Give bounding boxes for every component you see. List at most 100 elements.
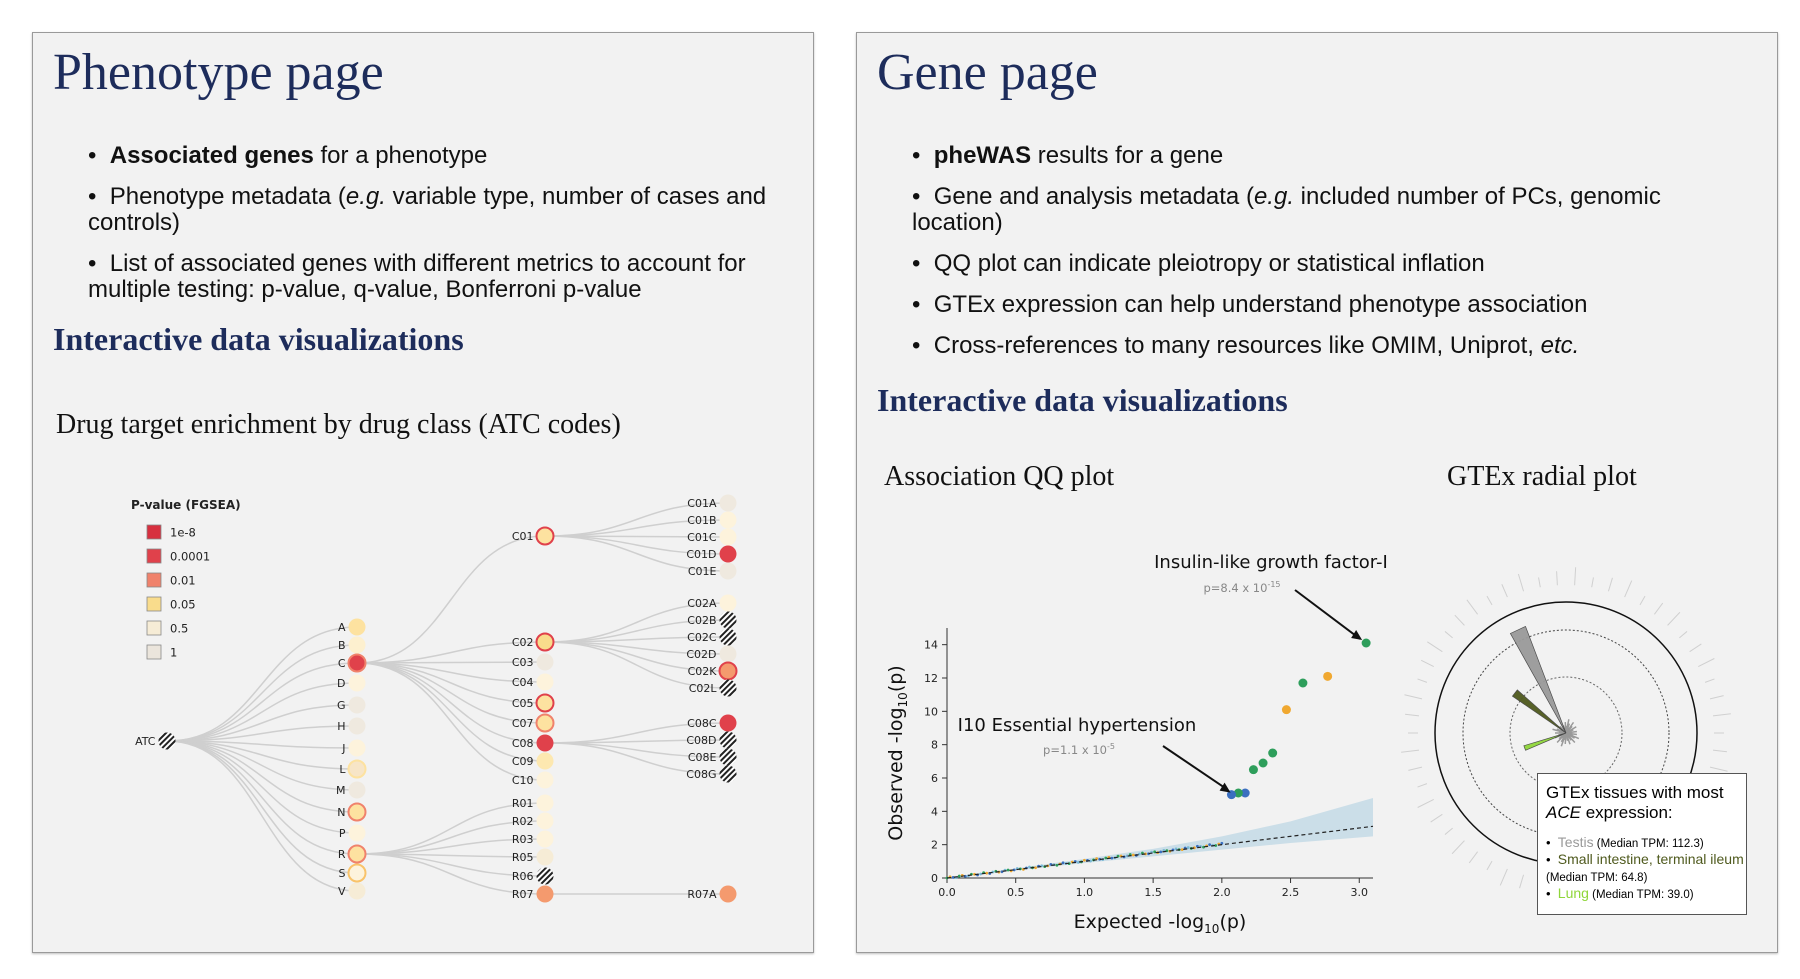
qq-point[interactable] bbox=[1281, 705, 1291, 715]
node-circle[interactable] bbox=[719, 528, 737, 546]
node-C01[interactable]: C01 bbox=[512, 526, 555, 546]
node-C02C[interactable]: C02C bbox=[687, 628, 737, 646]
qq-point[interactable] bbox=[1323, 671, 1333, 681]
node-C01D[interactable]: C01D bbox=[686, 545, 737, 563]
node-circle[interactable] bbox=[348, 882, 366, 900]
node-circle[interactable] bbox=[347, 802, 367, 822]
node-S[interactable]: S bbox=[339, 863, 367, 883]
node-R01[interactable]: R01 bbox=[512, 794, 554, 812]
node-C08G[interactable]: C08G bbox=[686, 765, 737, 783]
node-circle[interactable] bbox=[718, 661, 738, 681]
node-C01C[interactable]: C01C bbox=[687, 528, 737, 546]
qq-point[interactable] bbox=[1248, 765, 1258, 775]
node-C[interactable]: C bbox=[338, 653, 367, 673]
node-circle[interactable] bbox=[719, 511, 737, 529]
node-circle[interactable] bbox=[347, 653, 367, 673]
node-C02D[interactable]: C02D bbox=[686, 645, 737, 663]
node-C05[interactable]: C05 bbox=[512, 693, 555, 713]
node-circle[interactable] bbox=[719, 765, 737, 783]
node-C02K[interactable]: C02K bbox=[688, 661, 738, 681]
node-C10[interactable]: C10 bbox=[512, 771, 554, 789]
node-circle[interactable] bbox=[536, 752, 554, 770]
node-C02L[interactable]: C02L bbox=[689, 679, 737, 697]
node-circle[interactable] bbox=[535, 693, 555, 713]
node-circle[interactable] bbox=[348, 674, 366, 692]
radial-wedge-small-intestine[interactable] bbox=[1511, 689, 1567, 734]
radial-wedge-lung[interactable] bbox=[1523, 732, 1567, 751]
node-circle[interactable] bbox=[719, 885, 737, 903]
node-M[interactable]: M bbox=[336, 781, 366, 799]
node-circle[interactable] bbox=[536, 734, 554, 752]
node-P[interactable]: P bbox=[339, 824, 366, 842]
node-circle[interactable] bbox=[347, 863, 367, 883]
node-circle[interactable] bbox=[348, 781, 366, 799]
qq-point[interactable] bbox=[1361, 638, 1371, 648]
node-circle[interactable] bbox=[347, 759, 367, 779]
node-N[interactable]: N bbox=[337, 802, 367, 822]
node-circle[interactable] bbox=[536, 830, 554, 848]
node-C08E[interactable]: C08E bbox=[688, 748, 737, 766]
node-circle[interactable] bbox=[719, 545, 737, 563]
node-C02[interactable]: C02 bbox=[512, 632, 555, 652]
node-C01E[interactable]: C01E bbox=[688, 562, 737, 580]
node-circle[interactable] bbox=[536, 867, 554, 885]
node-circle[interactable] bbox=[719, 611, 737, 629]
node-V[interactable]: V bbox=[338, 882, 366, 900]
node-C01B[interactable]: C01B bbox=[687, 511, 737, 529]
node-circle[interactable] bbox=[348, 717, 366, 735]
node-H[interactable]: H bbox=[337, 717, 366, 735]
node-C07[interactable]: C07 bbox=[512, 713, 555, 733]
node-circle[interactable] bbox=[719, 714, 737, 732]
node-C02B[interactable]: C02B bbox=[687, 611, 737, 629]
node-circle[interactable] bbox=[719, 679, 737, 697]
node-D[interactable]: D bbox=[337, 674, 366, 692]
node-circle[interactable] bbox=[535, 632, 555, 652]
qq-point[interactable] bbox=[1268, 748, 1278, 758]
node-circle[interactable] bbox=[536, 794, 554, 812]
node-C08D[interactable]: C08D bbox=[686, 731, 737, 749]
node-circle[interactable] bbox=[719, 748, 737, 766]
node-circle[interactable] bbox=[348, 696, 366, 714]
node-circle[interactable] bbox=[536, 771, 554, 789]
node-circle[interactable] bbox=[535, 713, 555, 733]
node-circle[interactable] bbox=[719, 645, 737, 663]
node-C08C[interactable]: C08C bbox=[687, 714, 737, 732]
node-C01A[interactable]: C01A bbox=[687, 494, 737, 512]
node-circle[interactable] bbox=[719, 628, 737, 646]
node-B[interactable]: B bbox=[338, 636, 366, 654]
node-R06[interactable]: R06 bbox=[512, 867, 554, 885]
node-circle[interactable] bbox=[719, 731, 737, 749]
node-C09[interactable]: C09 bbox=[512, 752, 554, 770]
node-circle[interactable] bbox=[158, 732, 176, 750]
node-R07A[interactable]: R07A bbox=[687, 885, 737, 903]
node-circle[interactable] bbox=[719, 562, 737, 580]
node-circle[interactable] bbox=[536, 812, 554, 830]
node-C03[interactable]: C03 bbox=[512, 653, 554, 671]
node-circle[interactable] bbox=[536, 848, 554, 866]
node-R07[interactable]: R07 bbox=[512, 885, 554, 903]
qq-point[interactable] bbox=[1233, 788, 1243, 798]
node-circle[interactable] bbox=[719, 594, 737, 612]
node-circle[interactable] bbox=[348, 739, 366, 757]
node-circle[interactable] bbox=[348, 824, 366, 842]
node-R05[interactable]: R05 bbox=[512, 848, 554, 866]
qq-point[interactable] bbox=[1240, 788, 1250, 798]
node-C02A[interactable]: C02A bbox=[687, 594, 737, 612]
node-R02[interactable]: R02 bbox=[512, 812, 554, 830]
node-circle[interactable] bbox=[348, 618, 366, 636]
node-circle[interactable] bbox=[536, 653, 554, 671]
node-J[interactable]: J bbox=[341, 739, 366, 757]
node-R03[interactable]: R03 bbox=[512, 830, 554, 848]
node-G[interactable]: G bbox=[337, 696, 366, 714]
node-circle[interactable] bbox=[536, 885, 554, 903]
node-atc-root[interactable]: ATC bbox=[135, 732, 176, 750]
node-circle[interactable] bbox=[719, 494, 737, 512]
radial-wedge-testis[interactable] bbox=[1509, 625, 1567, 734]
node-circle[interactable] bbox=[536, 673, 554, 691]
node-circle[interactable] bbox=[347, 844, 367, 864]
node-R[interactable]: R bbox=[338, 844, 367, 864]
qq-point[interactable] bbox=[1298, 678, 1308, 688]
node-circle[interactable] bbox=[348, 636, 366, 654]
node-C04[interactable]: C04 bbox=[512, 673, 554, 691]
node-C08[interactable]: C08 bbox=[512, 734, 554, 752]
